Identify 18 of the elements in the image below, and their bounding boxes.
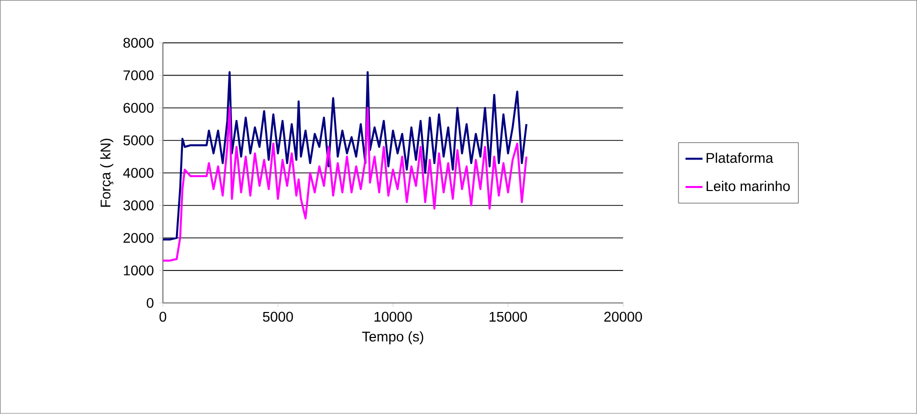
- x-tick-label: 10000: [374, 312, 412, 322]
- x-tick-label: 0: [160, 312, 166, 322]
- x-axis-title: Tempo (s): [362, 331, 424, 344]
- y-tick-label: 5000: [123, 136, 154, 146]
- y-tick-label: 7000: [124, 70, 154, 80]
- y-tick-label: 4000: [123, 168, 154, 178]
- y-tick-label: 2000: [124, 233, 154, 243]
- y-tick-label: 1000: [124, 266, 154, 276]
- legend-label: Plataforma: [706, 152, 774, 164]
- y-axis-title: Força ( kN): [100, 138, 114, 207]
- x-tick-label: 20000: [604, 312, 642, 322]
- y-tick-label: 8000: [123, 38, 154, 48]
- x-tick-label: 5000: [262, 312, 293, 322]
- y-tick-label: 3000: [123, 200, 154, 210]
- legend-label: Leito marinho: [706, 180, 790, 192]
- y-tick-label: 0: [146, 298, 154, 308]
- x-tick-label: 15000: [490, 312, 527, 322]
- y-tick-label: 6000: [124, 102, 154, 113]
